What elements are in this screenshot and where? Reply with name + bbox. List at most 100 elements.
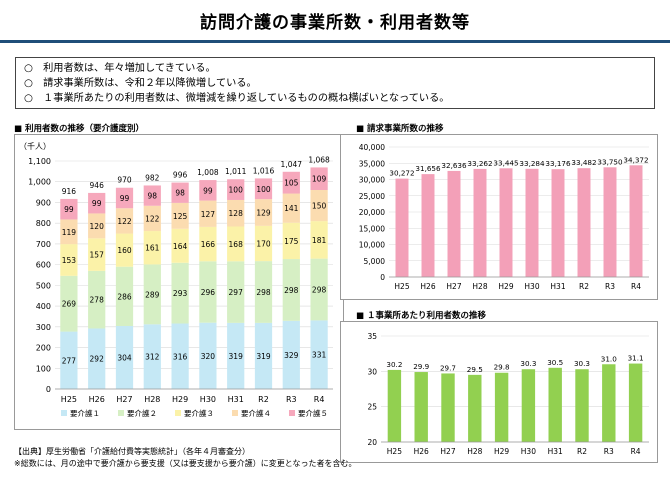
summary-line: ○ １事業所あたりの利用者数は、微増減を繰り返しているものの概ね横ばいとなってい…	[24, 93, 450, 104]
bar-segment	[227, 179, 245, 200]
bar	[414, 372, 428, 442]
bar-segment	[143, 205, 161, 232]
data-label: 129	[256, 209, 271, 218]
bar-segment	[171, 262, 189, 324]
y-tick-label: 40,000	[359, 143, 385, 152]
y-tick-label: 100	[36, 364, 51, 373]
x-tick-label: H27	[440, 447, 455, 456]
bar	[603, 167, 617, 277]
data-label: 128	[229, 209, 244, 218]
data-label: 33,482	[571, 158, 596, 167]
bar-segment	[310, 221, 328, 259]
bar-segment	[143, 231, 161, 265]
bar-segment	[254, 178, 273, 200]
y-tick-label: 10,000	[359, 241, 385, 250]
x-tick-label: H31	[228, 395, 244, 404]
source-note: 【出典】厚生労働省「介護給付費等実態統計」（各年４月審査分）	[14, 447, 250, 456]
y-tick-label: 500	[36, 281, 51, 290]
data-label: 33,262	[467, 159, 492, 168]
data-label: 99	[120, 194, 130, 203]
bar	[577, 168, 591, 277]
bar-segment	[282, 171, 300, 194]
bar-segment	[88, 328, 106, 389]
x-tick-label: H28	[467, 447, 482, 456]
total-label: 1,047	[281, 160, 303, 169]
data-label: 319	[229, 352, 244, 361]
total-label: 970	[117, 176, 132, 185]
bar-segment	[282, 193, 300, 223]
x-tick-label: H31	[550, 282, 565, 291]
total-note: ※総数には、月の途中で要介護から要支援（又は要支援から要介護）に変更となった者を…	[14, 459, 357, 468]
bar-segment	[227, 261, 245, 323]
legend-label: 要介護４	[241, 408, 271, 418]
bar-segment	[254, 261, 273, 323]
legend-label: 要介護２	[127, 408, 157, 418]
bar-segment	[227, 199, 245, 227]
bar-segment	[227, 322, 245, 389]
x-tick-label: H30	[200, 395, 216, 404]
data-label: 99	[64, 205, 74, 214]
bar-segment	[254, 225, 273, 262]
bar	[395, 178, 409, 277]
y-tick-label: 0	[380, 273, 385, 282]
data-label: 98	[148, 192, 158, 201]
x-tick-label: R4	[314, 395, 325, 404]
x-tick-label: H28	[472, 282, 487, 291]
data-label: 168	[229, 240, 244, 249]
bar	[525, 168, 539, 277]
data-label: 289	[145, 290, 160, 299]
x-tick-label: H29	[498, 282, 513, 291]
x-tick-label: R3	[605, 282, 615, 291]
offices-bar-chart: 0 5,000 10,000 15,000 20,000 25,000 30,000 35,0…	[359, 143, 649, 291]
total-label: 996	[173, 171, 188, 180]
y-tick-label: 20,000	[359, 208, 385, 217]
legend-swatch	[61, 410, 67, 416]
total-label: 1,068	[308, 155, 330, 164]
data-label: 319	[256, 352, 271, 361]
bar-segment	[310, 190, 328, 222]
x-tick-label: H30	[521, 447, 536, 456]
data-label: 33,445	[493, 158, 518, 167]
data-label: 304	[117, 353, 132, 362]
data-label: 30.2	[386, 360, 402, 369]
x-tick-label: R3	[604, 447, 614, 456]
data-label: 297	[229, 288, 244, 297]
data-label: 29.7	[440, 363, 456, 372]
data-label: 30.5	[547, 358, 563, 367]
bar	[551, 169, 565, 277]
bar-segment	[227, 226, 245, 262]
y-tick-label: 15,000	[359, 224, 385, 233]
y-tick-label: 300	[36, 323, 51, 332]
bar-segment	[254, 322, 273, 389]
bar-segment	[282, 320, 300, 389]
data-label: 122	[117, 217, 132, 226]
data-label: 161	[145, 244, 160, 253]
data-label: 316	[173, 352, 188, 361]
bar-segment	[115, 208, 134, 234]
bar-segment	[310, 258, 328, 321]
data-label: 30,272	[389, 169, 414, 178]
x-tick-label: H29	[494, 447, 509, 456]
total-label: 916	[62, 187, 77, 196]
users-chart-panel: （千人） 0 100 200 300 400 500 600 700 800 900 1,000 1,1…	[14, 134, 344, 430]
x-tick-label: H25	[61, 395, 77, 404]
x-tick-label: H25	[387, 447, 402, 456]
bar-segment	[199, 322, 217, 389]
data-label: 175	[284, 237, 299, 246]
y-tick-label: 35,000	[359, 159, 385, 168]
bar	[447, 170, 461, 277]
data-label: 164	[173, 242, 188, 251]
total-label: 982	[145, 173, 160, 182]
x-tick-label: R4	[631, 282, 641, 291]
bar-segment	[199, 261, 217, 323]
data-label: 312	[145, 353, 160, 362]
data-label: 293	[173, 289, 188, 298]
bar-segment	[199, 180, 217, 201]
data-label: 100	[256, 185, 271, 194]
y-tick-label: 25	[367, 403, 377, 412]
data-label: 98	[175, 189, 185, 198]
x-tick-label: H25	[394, 282, 409, 291]
y-tick-label: 600	[36, 261, 51, 270]
data-label: 331	[312, 351, 327, 360]
data-label: 31.0	[601, 354, 617, 363]
